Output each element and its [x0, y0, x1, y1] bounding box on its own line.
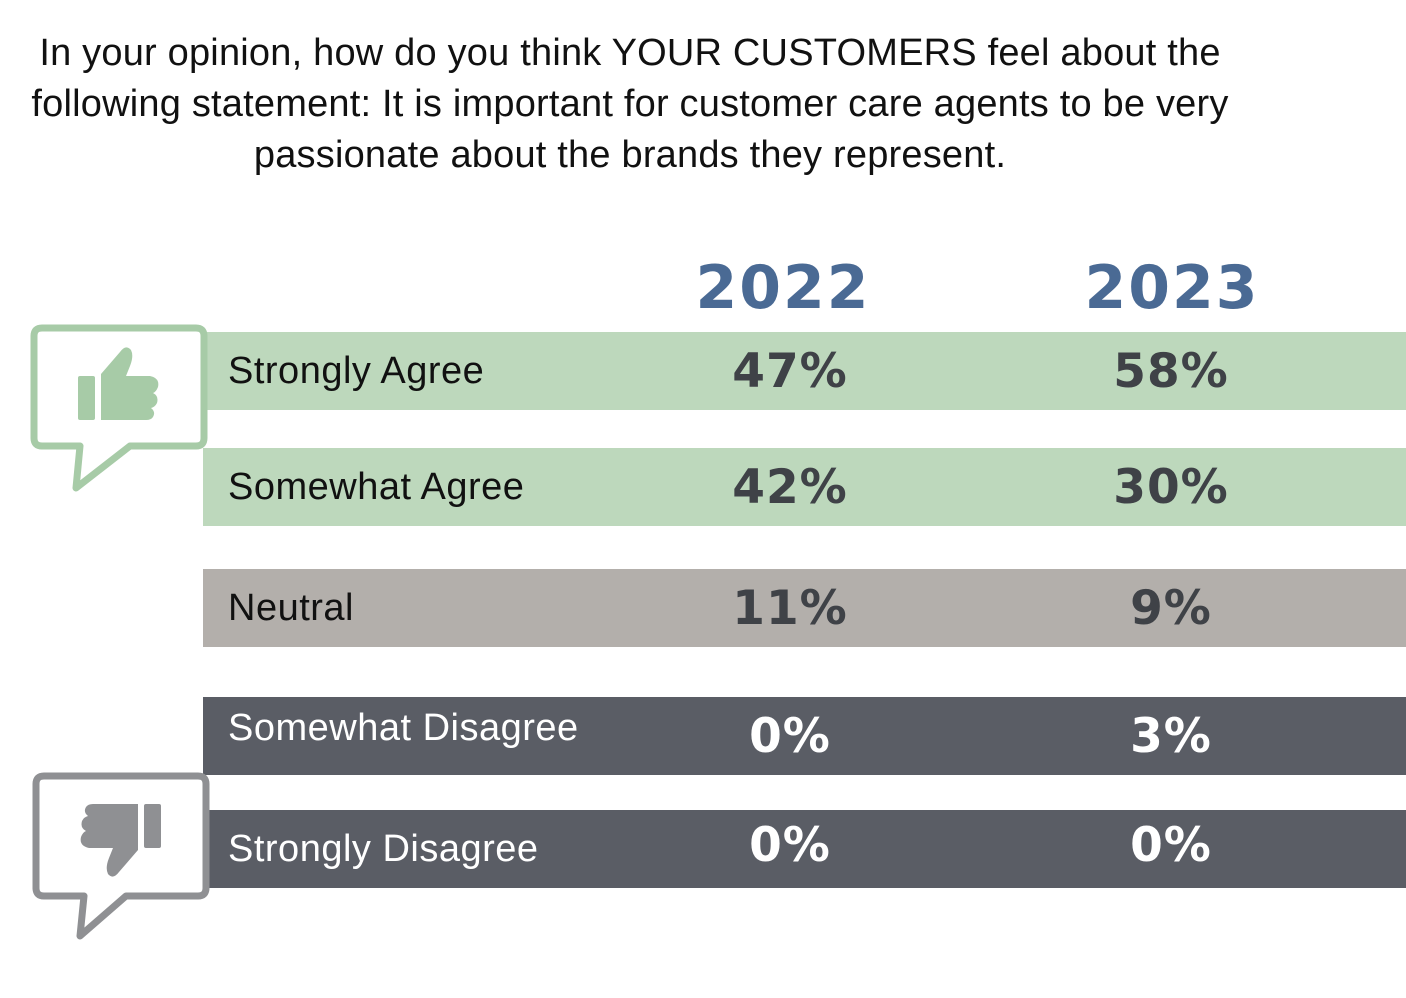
table-row: Strongly Disagree 0% 0%	[203, 810, 1406, 888]
thumbs-down-hand	[80, 804, 138, 877]
table-row: Somewhat Agree 42% 30%	[203, 448, 1406, 526]
row-label-somewhat-disagree: Somewhat Disagree	[228, 707, 579, 749]
value-2022-strongly-disagree: 0%	[749, 818, 831, 873]
value-2023-neutral: 9%	[1130, 580, 1212, 636]
row-label-neutral: Neutral	[228, 586, 354, 629]
thumbs-down-icon	[32, 772, 210, 940]
column-header-2023: 2023	[1084, 253, 1260, 323]
table-row: Neutral 11% 9%	[203, 569, 1406, 647]
value-2023-strongly-agree: 58%	[1113, 343, 1229, 399]
value-2022-neutral: 11%	[732, 580, 848, 636]
value-2022-strongly-agree: 47%	[732, 343, 848, 399]
value-2023-somewhat-disagree: 3%	[1130, 708, 1212, 764]
chart-title: In your opinion, how do you think YOUR C…	[31, 32, 1229, 176]
row-label-somewhat-agree: Somewhat Agree	[228, 465, 525, 508]
value-2022-somewhat-agree: 42%	[732, 459, 848, 515]
table-row: Somewhat Disagree 0% 3%	[203, 697, 1406, 775]
table-row: Strongly Agree 47% 58%	[203, 332, 1406, 410]
row-label-strongly-agree: Strongly Agree	[228, 349, 485, 392]
thumbs-up-cuff	[78, 376, 95, 420]
thumbs-up-hand	[101, 347, 159, 420]
thumbs-up-icon	[30, 324, 208, 492]
value-2023-strongly-disagree: 0%	[1130, 818, 1212, 873]
value-2023-somewhat-agree: 30%	[1113, 459, 1229, 515]
value-2022-somewhat-disagree: 0%	[749, 708, 831, 764]
thumbs-down-cuff	[144, 804, 161, 848]
column-header-2022: 2022	[695, 253, 871, 323]
row-label-strongly-disagree: Strongly Disagree	[228, 827, 539, 870]
